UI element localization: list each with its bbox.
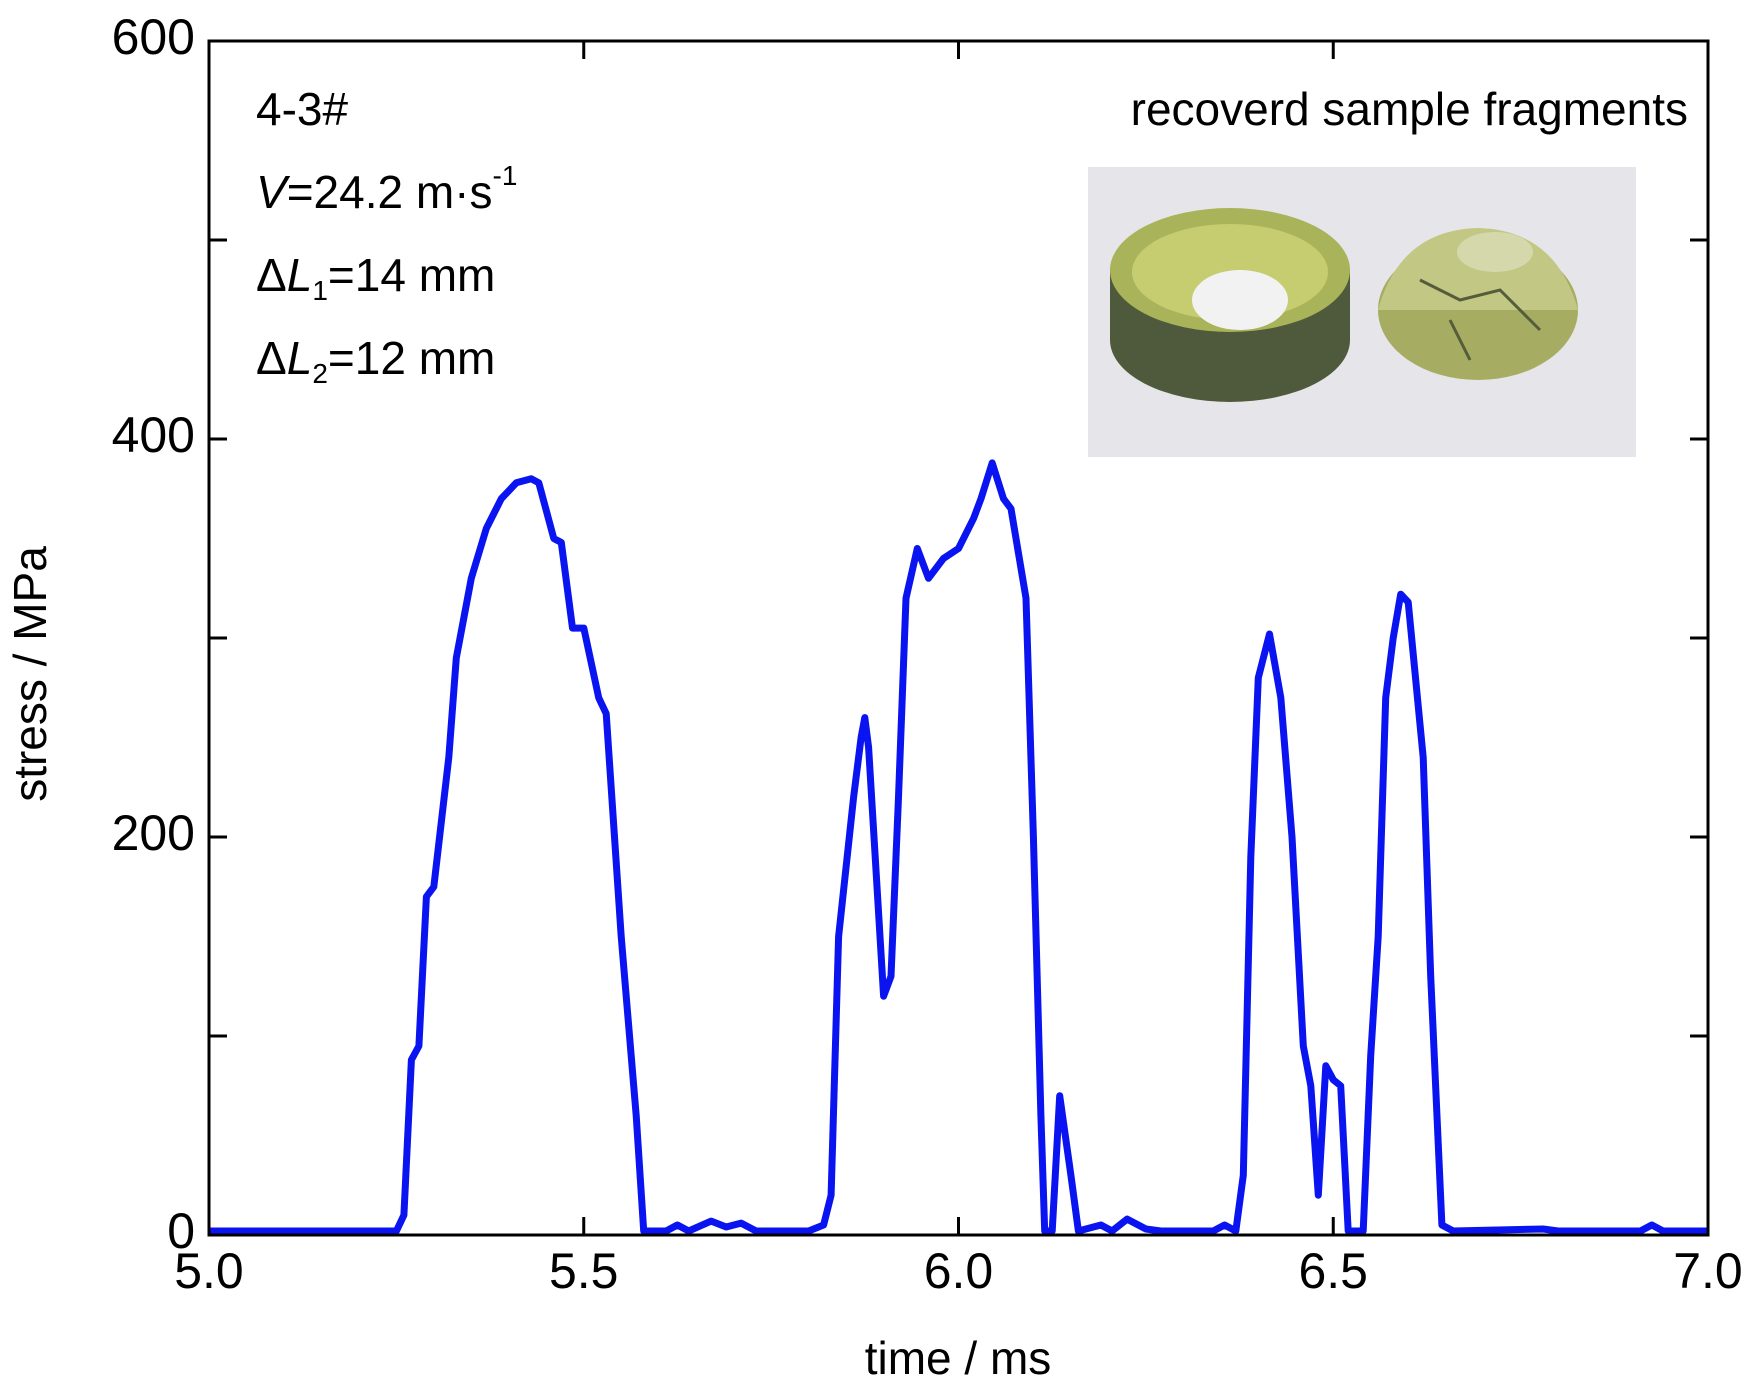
plot-frame	[207, 39, 1710, 1237]
data-line	[209, 459, 1708, 1235]
x-axis-label: time / ms	[865, 1332, 1052, 1384]
y-tick-label: 400	[112, 407, 195, 463]
y-axis-label: stress / MPa	[4, 546, 56, 802]
x-tick-label: 6.0	[924, 1243, 994, 1299]
annotation: 4-3#	[256, 83, 348, 135]
inset-photo	[1088, 167, 1636, 457]
x-tick-label: 5.0	[174, 1243, 244, 1299]
x-tick-label: 7.0	[1673, 1243, 1743, 1299]
annotation: ΔL2=12 mm	[256, 332, 495, 389]
annotation: ΔL1=14 mm	[256, 249, 495, 306]
y-tick-label: 200	[112, 805, 195, 861]
x-tick-label: 6.5	[1298, 1243, 1368, 1299]
y-tick-label: 600	[112, 9, 195, 65]
x-tick-label: 5.5	[549, 1243, 619, 1299]
inset-label: recoverd sample fragments	[1131, 83, 1688, 135]
annotation: V=24.2 m·s-1	[256, 160, 517, 218]
y-tick-label: 0	[167, 1203, 195, 1259]
